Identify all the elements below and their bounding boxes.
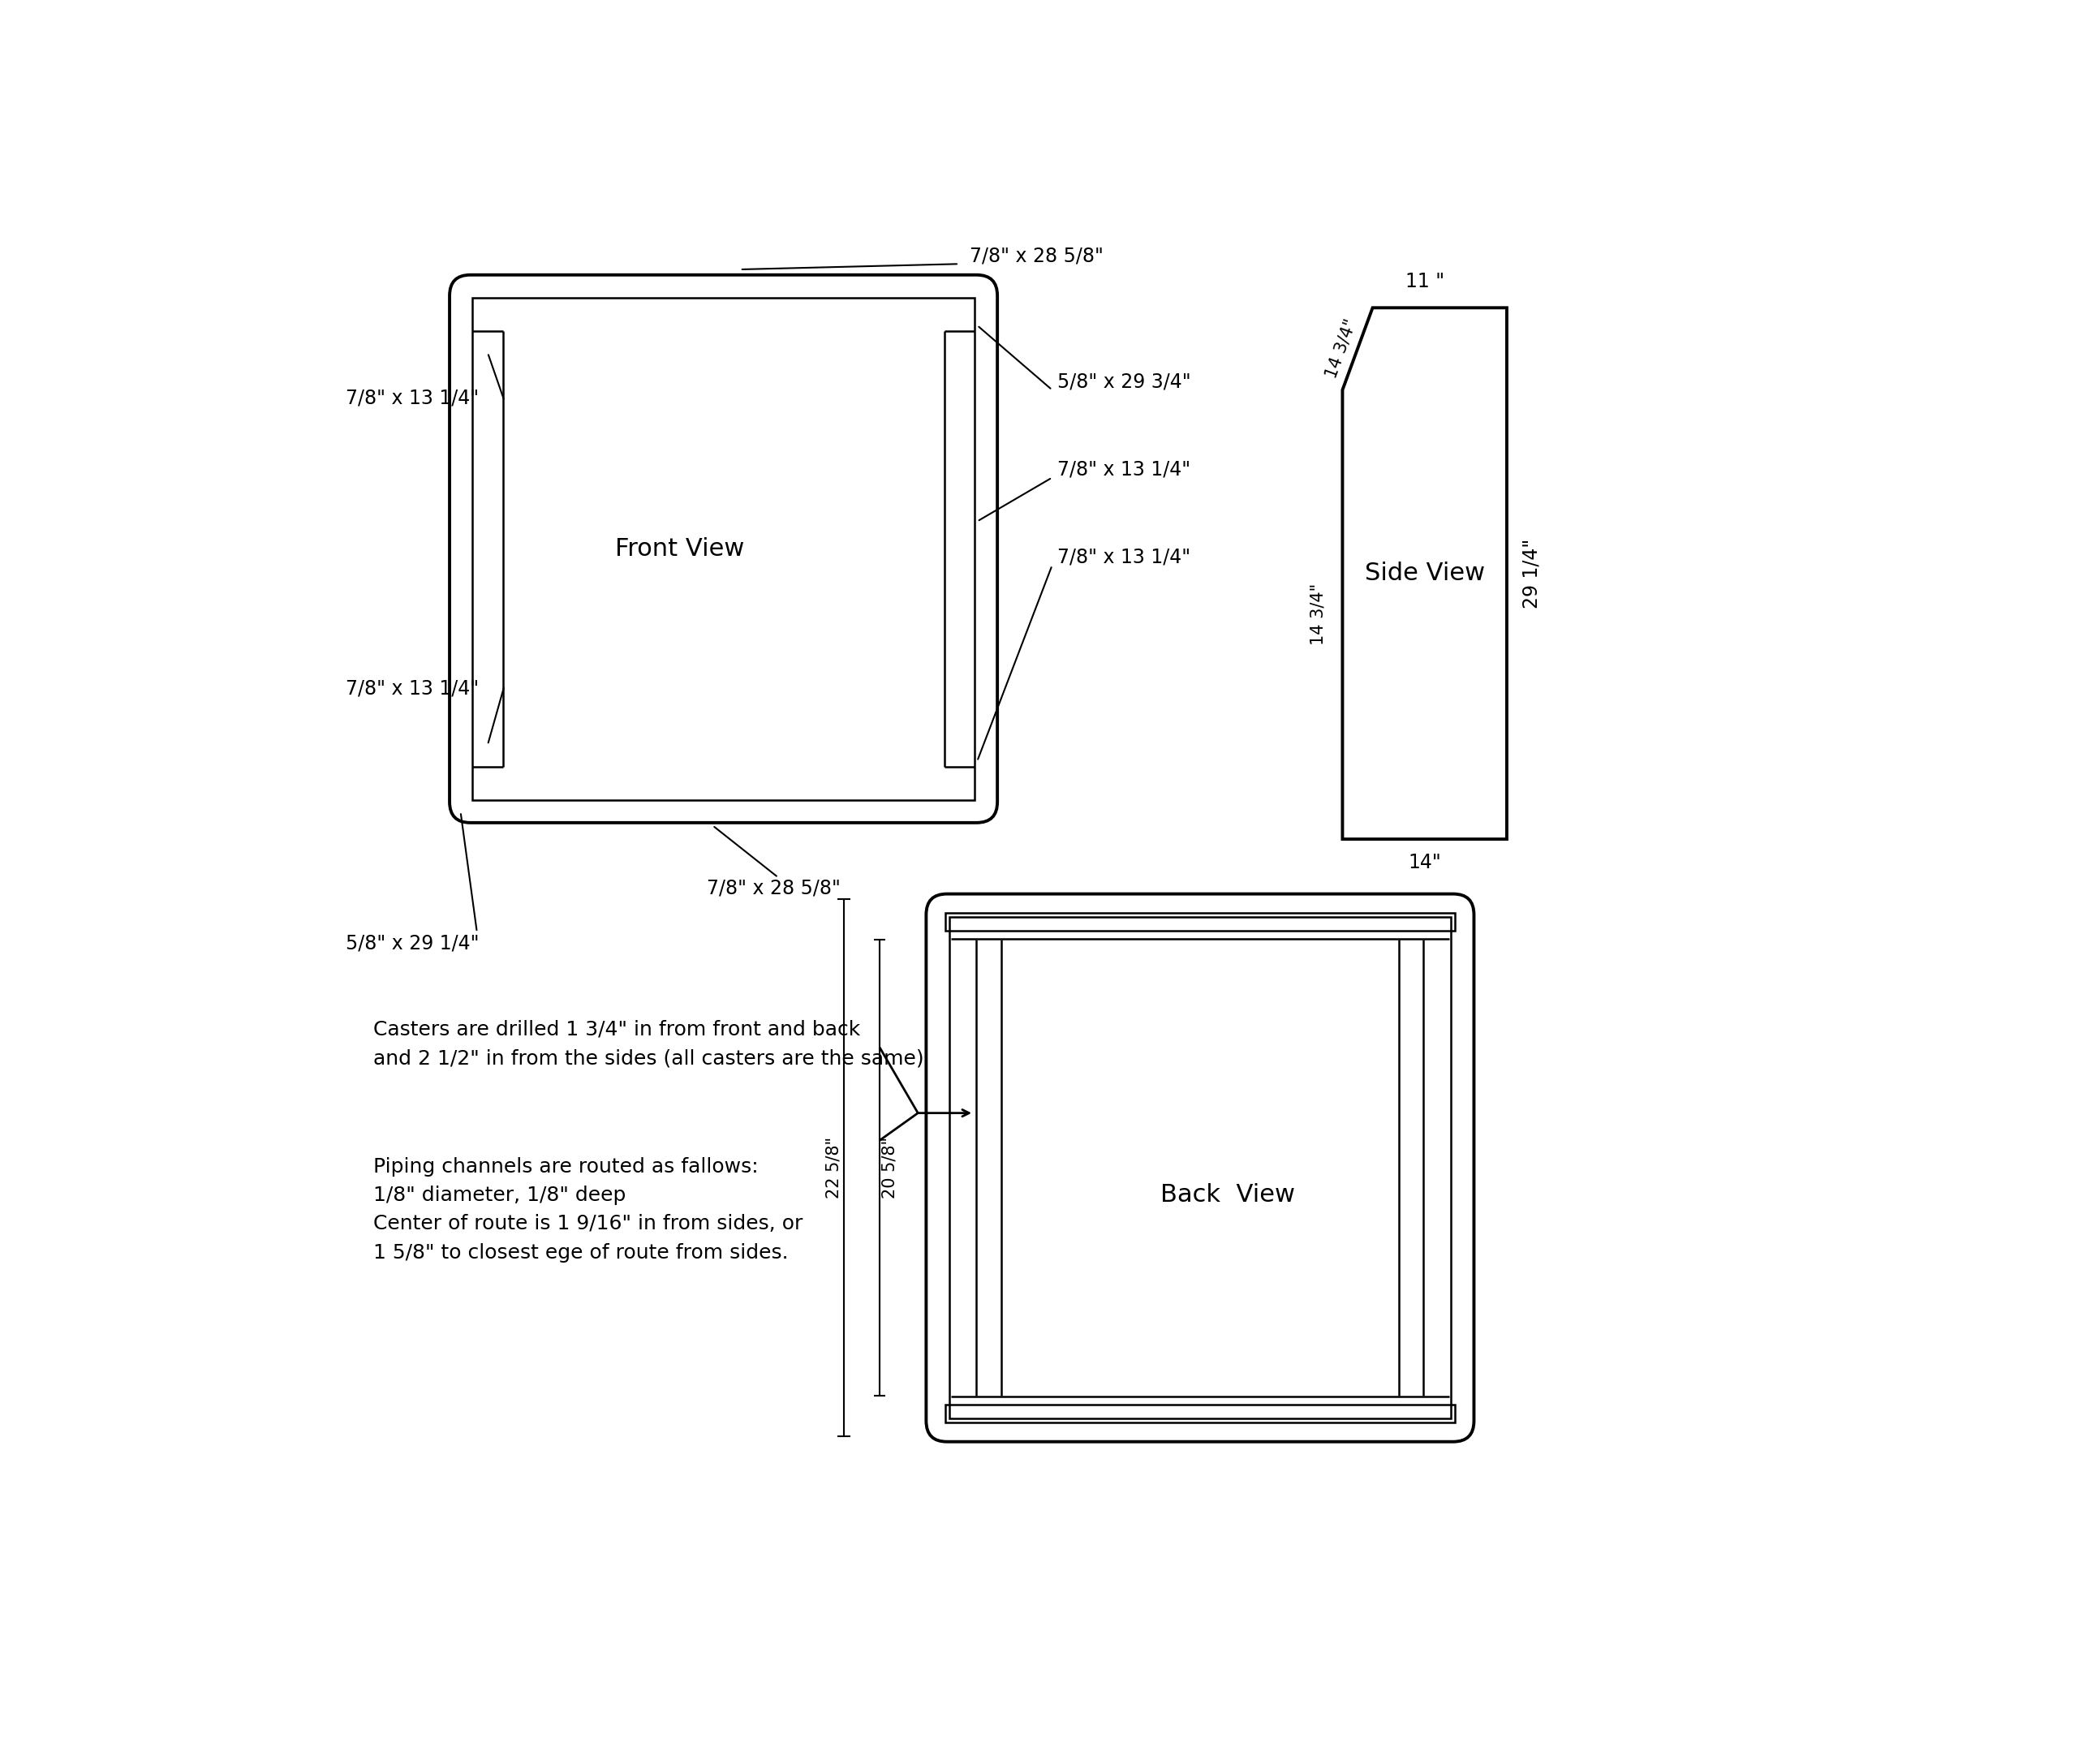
Text: 7/8" x 13 1/4": 7/8" x 13 1/4" bbox=[1058, 460, 1191, 479]
Text: Front View: Front View bbox=[615, 537, 743, 561]
Text: 5/8" x 29 1/4": 5/8" x 29 1/4" bbox=[347, 934, 479, 953]
Text: 20 5/8": 20 5/8" bbox=[882, 1136, 897, 1199]
Text: Piping channels are routed as fallows:
1/8" diameter, 1/8" deep
Center of route : Piping channels are routed as fallows: 1… bbox=[374, 1157, 802, 1262]
Text: 7/8" x 28 5/8": 7/8" x 28 5/8" bbox=[970, 246, 1105, 265]
Text: Casters are drilled 1 3/4" in from front and back
and 2 1/2" in from the sides (: Casters are drilled 1 3/4" in from front… bbox=[374, 1020, 924, 1068]
Text: 7/8" x 28 5/8": 7/8" x 28 5/8" bbox=[708, 878, 840, 898]
Text: 5/8" x 29 3/4": 5/8" x 29 3/4" bbox=[1058, 371, 1191, 392]
Bar bbox=[945, 1405, 1455, 1422]
Text: 29 1/4": 29 1/4" bbox=[1522, 539, 1541, 608]
Text: 14 3/4": 14 3/4" bbox=[1323, 317, 1359, 380]
Text: 14": 14" bbox=[1409, 852, 1441, 872]
Text: 7/8" x 13 1/4": 7/8" x 13 1/4" bbox=[1058, 547, 1191, 566]
Bar bbox=[473, 298, 974, 800]
Text: 22 5/8": 22 5/8" bbox=[825, 1136, 842, 1199]
Text: Side View: Side View bbox=[1365, 561, 1485, 586]
Text: 7/8" x 13 1/4": 7/8" x 13 1/4" bbox=[347, 678, 479, 699]
Text: 14 3/4": 14 3/4" bbox=[1310, 584, 1325, 645]
Bar bbox=[949, 917, 1451, 1419]
Text: 11 ": 11 " bbox=[1405, 272, 1445, 291]
Bar bbox=[945, 913, 1455, 931]
Text: Back  View: Back View bbox=[1159, 1183, 1296, 1206]
Text: 7/8" x 13 1/4": 7/8" x 13 1/4" bbox=[347, 389, 479, 408]
